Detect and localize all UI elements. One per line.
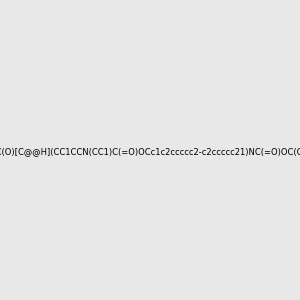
Text: O=C(O)[C@@H](CC1CCN(CC1)C(=O)OCc1c2ccccc2-c2ccccc21)NC(=O)OC(C)(C)C: O=C(O)[C@@H](CC1CCN(CC1)C(=O)OCc1c2ccccc… [0, 147, 300, 156]
